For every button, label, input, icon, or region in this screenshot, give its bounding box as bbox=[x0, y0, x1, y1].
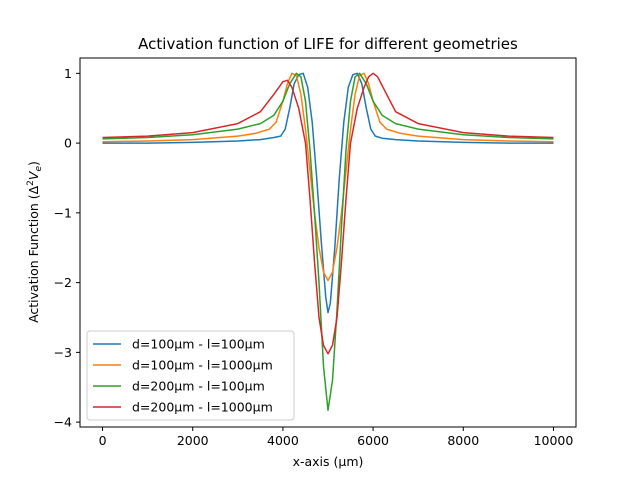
series-line-1 bbox=[102, 72, 554, 314]
x-axis-label: x-axis (µm) bbox=[293, 454, 364, 469]
y-axis-label-sup: 2 bbox=[26, 180, 36, 186]
y-tick-label: 1 bbox=[64, 66, 72, 81]
series-line-3 bbox=[102, 72, 554, 412]
plot-area bbox=[79, 57, 577, 428]
y-axis-label: Activation Function (Δ2Ve) bbox=[26, 161, 44, 323]
x-tick-label: 2000 bbox=[177, 433, 209, 448]
x-tick-label: 6000 bbox=[357, 433, 389, 448]
series-layer bbox=[102, 72, 554, 412]
x-tick-label: 8000 bbox=[447, 433, 479, 448]
legend-entry-label: d=200µm - l=100µm bbox=[132, 379, 265, 394]
legend-entry-label: d=100µm - l=1000µm bbox=[132, 358, 273, 373]
y-tick-label: 0 bbox=[64, 136, 72, 151]
legend-entry-label: d=100µm - l=100µm bbox=[132, 337, 265, 352]
chart-title: Activation function of LIFE for differen… bbox=[138, 35, 518, 53]
y-tick-label: −3 bbox=[54, 345, 72, 360]
legend: d=100µm - l=100µm d=100µm - l=1000µm d=200… bbox=[86, 330, 295, 421]
x-tick-label: 0 bbox=[99, 433, 107, 448]
series-line-4 bbox=[102, 72, 554, 355]
x-axis-ticks: 0 2000 4000 6000 8000 10000 bbox=[99, 427, 574, 448]
y-axis-label-sub: e bbox=[34, 166, 44, 172]
y-tick-label: −2 bbox=[54, 275, 72, 290]
y-axis-label-close: ) bbox=[26, 161, 41, 166]
legend-entry-label: d=200µm - l=1000µm bbox=[132, 400, 273, 415]
axes-frame bbox=[79, 57, 577, 428]
y-axis-ticks: 1 0 −1 −2 −3 −4 bbox=[54, 66, 80, 430]
y-tick-label: −4 bbox=[54, 415, 72, 430]
x-tick-label: 4000 bbox=[267, 433, 299, 448]
y-axis-label-var: V bbox=[26, 170, 41, 180]
x-tick-label: 10000 bbox=[534, 433, 574, 448]
legend-box bbox=[86, 330, 295, 421]
y-axis-label-main: Activation Function (Δ bbox=[26, 185, 41, 323]
series-line-2 bbox=[102, 72, 554, 282]
y-tick-label: −1 bbox=[54, 205, 72, 220]
